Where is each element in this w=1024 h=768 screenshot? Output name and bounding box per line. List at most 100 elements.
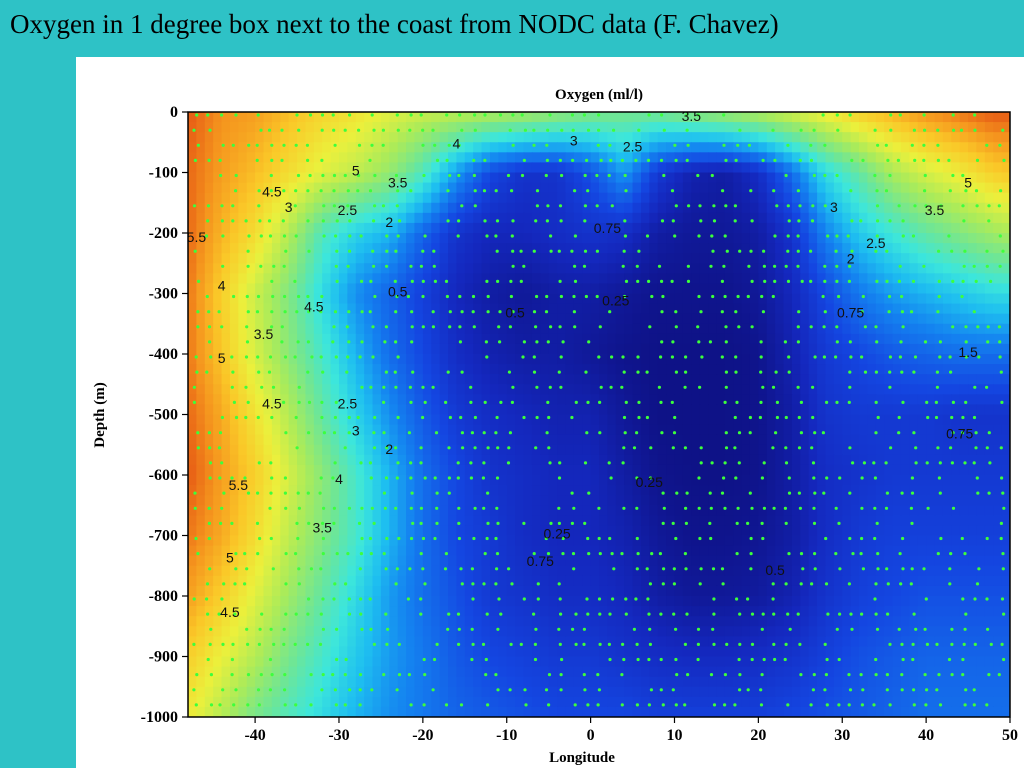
oxygen-cell [515, 464, 525, 476]
oxygen-cell [221, 212, 231, 224]
oxygen-cell [414, 283, 424, 295]
oxygen-cell [632, 172, 642, 184]
oxygen-cell [766, 515, 776, 527]
oxygen-cell [422, 414, 432, 426]
oxygen-cell [708, 444, 718, 456]
oxygen-cell [523, 374, 533, 385]
oxygen-cell [867, 364, 877, 375]
oxygen-cell [322, 313, 332, 325]
oxygen-cell [548, 495, 558, 506]
oxygen-cell [791, 112, 801, 123]
oxygen-cell [406, 495, 416, 506]
oxygen-cell [833, 525, 843, 537]
oxygen-cell [280, 112, 290, 123]
oxygen-cell [926, 212, 936, 224]
oxygen-cell [590, 212, 600, 224]
oxygen-cell [372, 414, 382, 426]
oxygen-cell [515, 273, 525, 285]
oxygen-cell [204, 606, 214, 617]
oxygen-cell [640, 384, 650, 395]
oxygen-cell [749, 182, 759, 194]
oxygen-cell [347, 152, 357, 164]
oxygen-cell [917, 142, 927, 153]
oxygen-cell [338, 233, 348, 244]
oxygen-cell [951, 505, 961, 516]
oxygen-cell [917, 233, 927, 244]
oxygen-cell [884, 565, 894, 577]
oxygen-cell [372, 424, 382, 436]
oxygen-cell [414, 142, 424, 153]
oxygen-cell [775, 434, 785, 446]
oxygen-cell [934, 112, 944, 123]
oxygen-cell [322, 343, 332, 355]
oxygen-cell [682, 313, 692, 325]
oxygen-cell [859, 172, 869, 184]
oxygen-cell [791, 182, 801, 194]
oxygen-cell [699, 485, 709, 496]
oxygen-cell [791, 434, 801, 446]
oxygen-cell [322, 152, 332, 164]
oxygen-cell [640, 434, 650, 446]
oxygen-cell [892, 233, 902, 244]
oxygen-cell [900, 263, 910, 274]
oxygen-cell [708, 172, 718, 184]
oxygen-cell [372, 545, 382, 557]
oxygen-cell [640, 273, 650, 285]
oxygen-cell [741, 182, 751, 194]
oxygen-cell [741, 364, 751, 375]
oxygen-cell [1001, 444, 1010, 456]
oxygen-cell [305, 172, 315, 184]
oxygen-cell [833, 132, 843, 143]
oxygen-cell [347, 253, 357, 264]
oxygen-cell [238, 525, 248, 537]
oxygen-cell [213, 283, 223, 295]
oxygen-cell [682, 384, 692, 395]
oxygen-cell [397, 394, 407, 406]
oxygen-cell [649, 565, 659, 577]
oxygen-cell [833, 333, 843, 345]
oxygen-cell [305, 464, 315, 476]
oxygen-cell [213, 273, 223, 285]
oxygen-cell [414, 545, 424, 557]
oxygen-cell [1001, 192, 1010, 204]
oxygen-cell [817, 585, 827, 597]
oxygen-cell [221, 192, 231, 204]
oxygen-cell [926, 132, 936, 143]
oxygen-cell [448, 172, 458, 184]
oxygen-cell [204, 283, 214, 295]
oxygen-cell [934, 394, 944, 406]
oxygen-cell [330, 485, 340, 496]
oxygen-cell [632, 545, 642, 557]
oxygen-cell [691, 424, 701, 436]
oxygen-cell [900, 243, 910, 254]
oxygen-cell [531, 243, 541, 254]
oxygen-cell [649, 303, 659, 315]
oxygen-cell [590, 485, 600, 496]
oxygen-cell [624, 333, 634, 345]
oxygen-cell [473, 142, 483, 153]
oxygen-cell [489, 202, 499, 214]
oxygen-cell [238, 263, 248, 274]
oxygen-cell [942, 495, 952, 506]
oxygen-cell [657, 172, 667, 184]
oxygen-cell [926, 545, 936, 557]
oxygen-cell [439, 606, 449, 617]
oxygen-cell [674, 263, 684, 274]
oxygen-cell [599, 253, 608, 264]
oxygen-cell [196, 333, 206, 345]
oxygen-cell [196, 565, 206, 577]
oxygen-cell [599, 485, 608, 496]
oxygen-cell [406, 596, 416, 607]
oxygen-cell [297, 475, 307, 486]
oxygen-cell [515, 233, 525, 244]
oxygen-cell [833, 142, 843, 153]
oxygen-cell [288, 303, 298, 315]
oxygen-cell [850, 253, 860, 264]
oxygen-cell [976, 404, 986, 416]
oxygen-cell [783, 333, 793, 345]
oxygen-cell [523, 253, 533, 264]
oxygen-cell [380, 434, 390, 446]
oxygen-cell [699, 515, 709, 527]
oxygen-cell [531, 323, 541, 335]
oxygen-cell [976, 293, 986, 305]
